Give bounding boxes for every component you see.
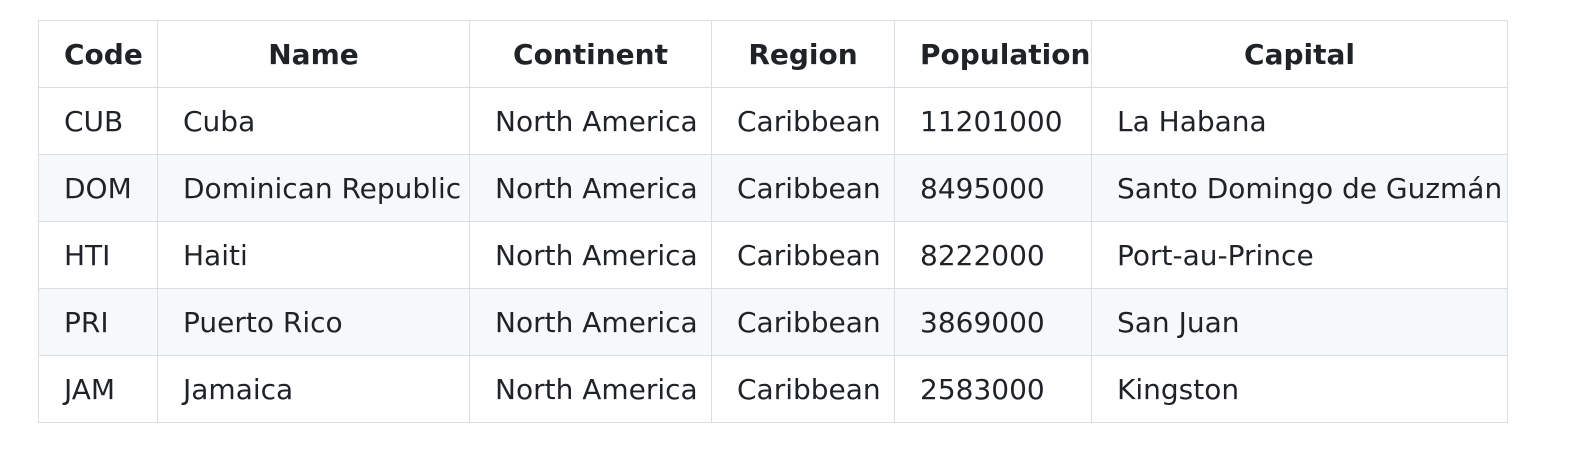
cell-population: 8222000 [894, 221, 1092, 289]
cell-capital: Kingston [1091, 355, 1508, 423]
cell-name: Jamaica [157, 355, 470, 423]
table-row: PRI Puerto Rico North America Caribbean … [38, 288, 1508, 356]
cell-continent: North America [469, 154, 712, 222]
cell-code: DOM [38, 154, 158, 222]
header-continent: Continent [469, 20, 712, 88]
header-code: Code [38, 20, 158, 88]
cell-capital: Port-au-Prince [1091, 221, 1508, 289]
cell-population: 3869000 [894, 288, 1092, 356]
cell-population: 8495000 [894, 154, 1092, 222]
cell-code: JAM [38, 355, 158, 423]
cell-code: CUB [38, 87, 158, 155]
cell-region: Caribbean [711, 355, 895, 423]
cell-name: Puerto Rico [157, 288, 470, 356]
cell-code: PRI [38, 288, 158, 356]
cell-continent: North America [469, 355, 712, 423]
table-row: JAM Jamaica North America Caribbean 2583… [38, 355, 1508, 423]
cell-region: Caribbean [711, 221, 895, 289]
cell-capital: Santo Domingo de Guzmán [1091, 154, 1508, 222]
table-row: CUB Cuba North America Caribbean 1120100… [38, 87, 1508, 155]
header-row: Code Name Continent Region Population Ca… [38, 20, 1508, 88]
header-region: Region [711, 20, 895, 88]
cell-continent: North America [469, 221, 712, 289]
header-name: Name [157, 20, 470, 88]
cell-name: Haiti [157, 221, 470, 289]
cell-continent: North America [469, 87, 712, 155]
table-row: DOM Dominican Republic North America Car… [38, 154, 1508, 222]
cell-region: Caribbean [711, 87, 895, 155]
cell-continent: North America [469, 288, 712, 356]
country-table: Code Name Continent Region Population Ca… [38, 20, 1508, 423]
header-capital: Capital [1091, 20, 1508, 88]
cell-capital: San Juan [1091, 288, 1508, 356]
header-population: Population [894, 20, 1092, 88]
cell-code: HTI [38, 221, 158, 289]
cell-name: Cuba [157, 87, 470, 155]
cell-capital: La Habana [1091, 87, 1508, 155]
cell-population: 2583000 [894, 355, 1092, 423]
cell-region: Caribbean [711, 154, 895, 222]
cell-region: Caribbean [711, 288, 895, 356]
table-body: CUB Cuba North America Caribbean 1120100… [38, 87, 1508, 423]
cell-name: Dominican Republic [157, 154, 470, 222]
cell-population: 11201000 [894, 87, 1092, 155]
table-row: HTI Haiti North America Caribbean 822200… [38, 221, 1508, 289]
table-header: Code Name Continent Region Population Ca… [38, 20, 1508, 88]
